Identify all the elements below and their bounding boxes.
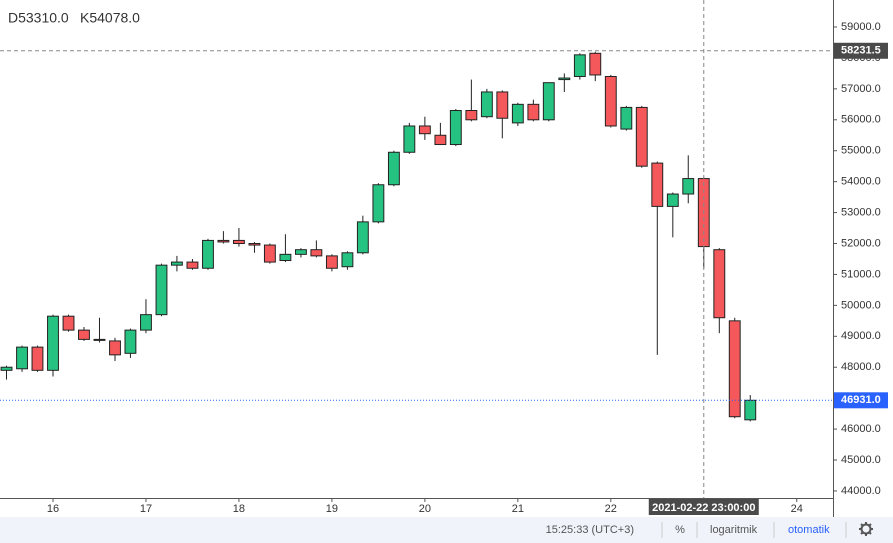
y-tick-label: 51000.0 [841, 268, 881, 280]
candle-body [93, 338, 106, 341]
crosshair-price-label: 58231.5 [841, 45, 881, 57]
y-tick-label: 52000.0 [841, 237, 881, 249]
candle-body [310, 249, 323, 257]
candle-body [356, 221, 369, 254]
x-tick-label: 18 [233, 503, 245, 515]
candle-body [418, 125, 431, 135]
candle-body [620, 106, 633, 130]
candle-body [666, 193, 679, 207]
candle-body [170, 261, 183, 266]
y-tick-label: 59000.0 [841, 21, 881, 33]
candle-body [341, 252, 354, 268]
percent-toggle[interactable]: % [675, 524, 685, 536]
x-tick-label: 19 [326, 503, 338, 515]
candle-body [31, 346, 44, 371]
candle-body [651, 162, 664, 207]
candle-body [604, 75, 617, 127]
y-tick-label: 49000.0 [841, 330, 881, 342]
candle-body [325, 255, 338, 269]
candle-body [542, 82, 555, 121]
legend-close: K54078.0 [80, 10, 140, 26]
footer-time: 15:25:33 (UTC+3) [546, 524, 634, 536]
gear-teeth [859, 522, 873, 536]
candle-body [186, 261, 199, 269]
last-price-label: 46931.0 [841, 394, 881, 406]
x-tick-label: 16 [47, 503, 59, 515]
candle-body [728, 320, 741, 418]
candle-body [573, 54, 586, 77]
candle-body [635, 106, 648, 167]
x-tick-label: 24 [791, 503, 803, 515]
y-tick-label: 48000.0 [841, 361, 881, 373]
y-tick-label: 46000.0 [841, 423, 881, 435]
candle-body [713, 249, 726, 319]
candle-body [217, 239, 230, 243]
candle-body [744, 399, 757, 421]
settings-icon[interactable] [859, 522, 873, 536]
candle-body [511, 103, 524, 124]
candle-body [682, 178, 695, 195]
candle-body [16, 346, 28, 370]
candle-body [279, 253, 292, 262]
candle-body [558, 77, 571, 81]
candle-body [480, 91, 493, 118]
candle-body [263, 244, 276, 263]
footer-bar [0, 517, 893, 543]
candle-body [62, 315, 75, 331]
candle-body [589, 52, 602, 76]
candle-body [465, 110, 478, 121]
candle-body [434, 134, 447, 146]
y-tick-label: 44000.0 [841, 485, 881, 497]
log-toggle[interactable]: logaritmik [710, 524, 758, 536]
candle-body [232, 239, 245, 245]
candle-body [403, 125, 416, 153]
candle-body [527, 103, 540, 121]
crosshair-time-tag [648, 499, 759, 515]
last-price-tag [834, 392, 888, 409]
candle-body [140, 314, 152, 331]
candle-body [496, 91, 509, 119]
candle-body [109, 340, 121, 356]
candle-body [248, 243, 261, 246]
candle-body [449, 110, 462, 146]
x-tick-label: 21 [512, 503, 524, 515]
y-tick-label: 45000.0 [841, 454, 881, 466]
candle-body [78, 329, 90, 340]
x-tick-label: 20 [419, 503, 431, 515]
crosshair-price-tag [834, 42, 888, 59]
candle-body [202, 239, 214, 269]
auto-toggle[interactable]: otomatik [788, 524, 830, 536]
y-tick-label: 57000.0 [841, 83, 881, 95]
y-tick-label: 55000.0 [841, 145, 881, 157]
candle-body [124, 329, 137, 354]
y-tick-label: 53000.0 [841, 206, 881, 218]
y-tick-label: 54000.0 [841, 176, 881, 188]
candle-body [0, 366, 13, 371]
candle-body [387, 151, 400, 186]
x-tick-label: 17 [140, 503, 152, 515]
y-tick-label: 50000.0 [841, 299, 881, 311]
legend-low: D53310.0 [8, 10, 69, 26]
y-tick-label: 56000.0 [841, 114, 881, 126]
candle-body [295, 249, 307, 255]
candle-body [155, 264, 168, 316]
crosshair-time-label: 2021-02-22 23:00:00 [652, 502, 755, 514]
candle-body [47, 315, 59, 371]
x-tick-label: 22 [605, 503, 617, 515]
candle-body [372, 184, 385, 223]
